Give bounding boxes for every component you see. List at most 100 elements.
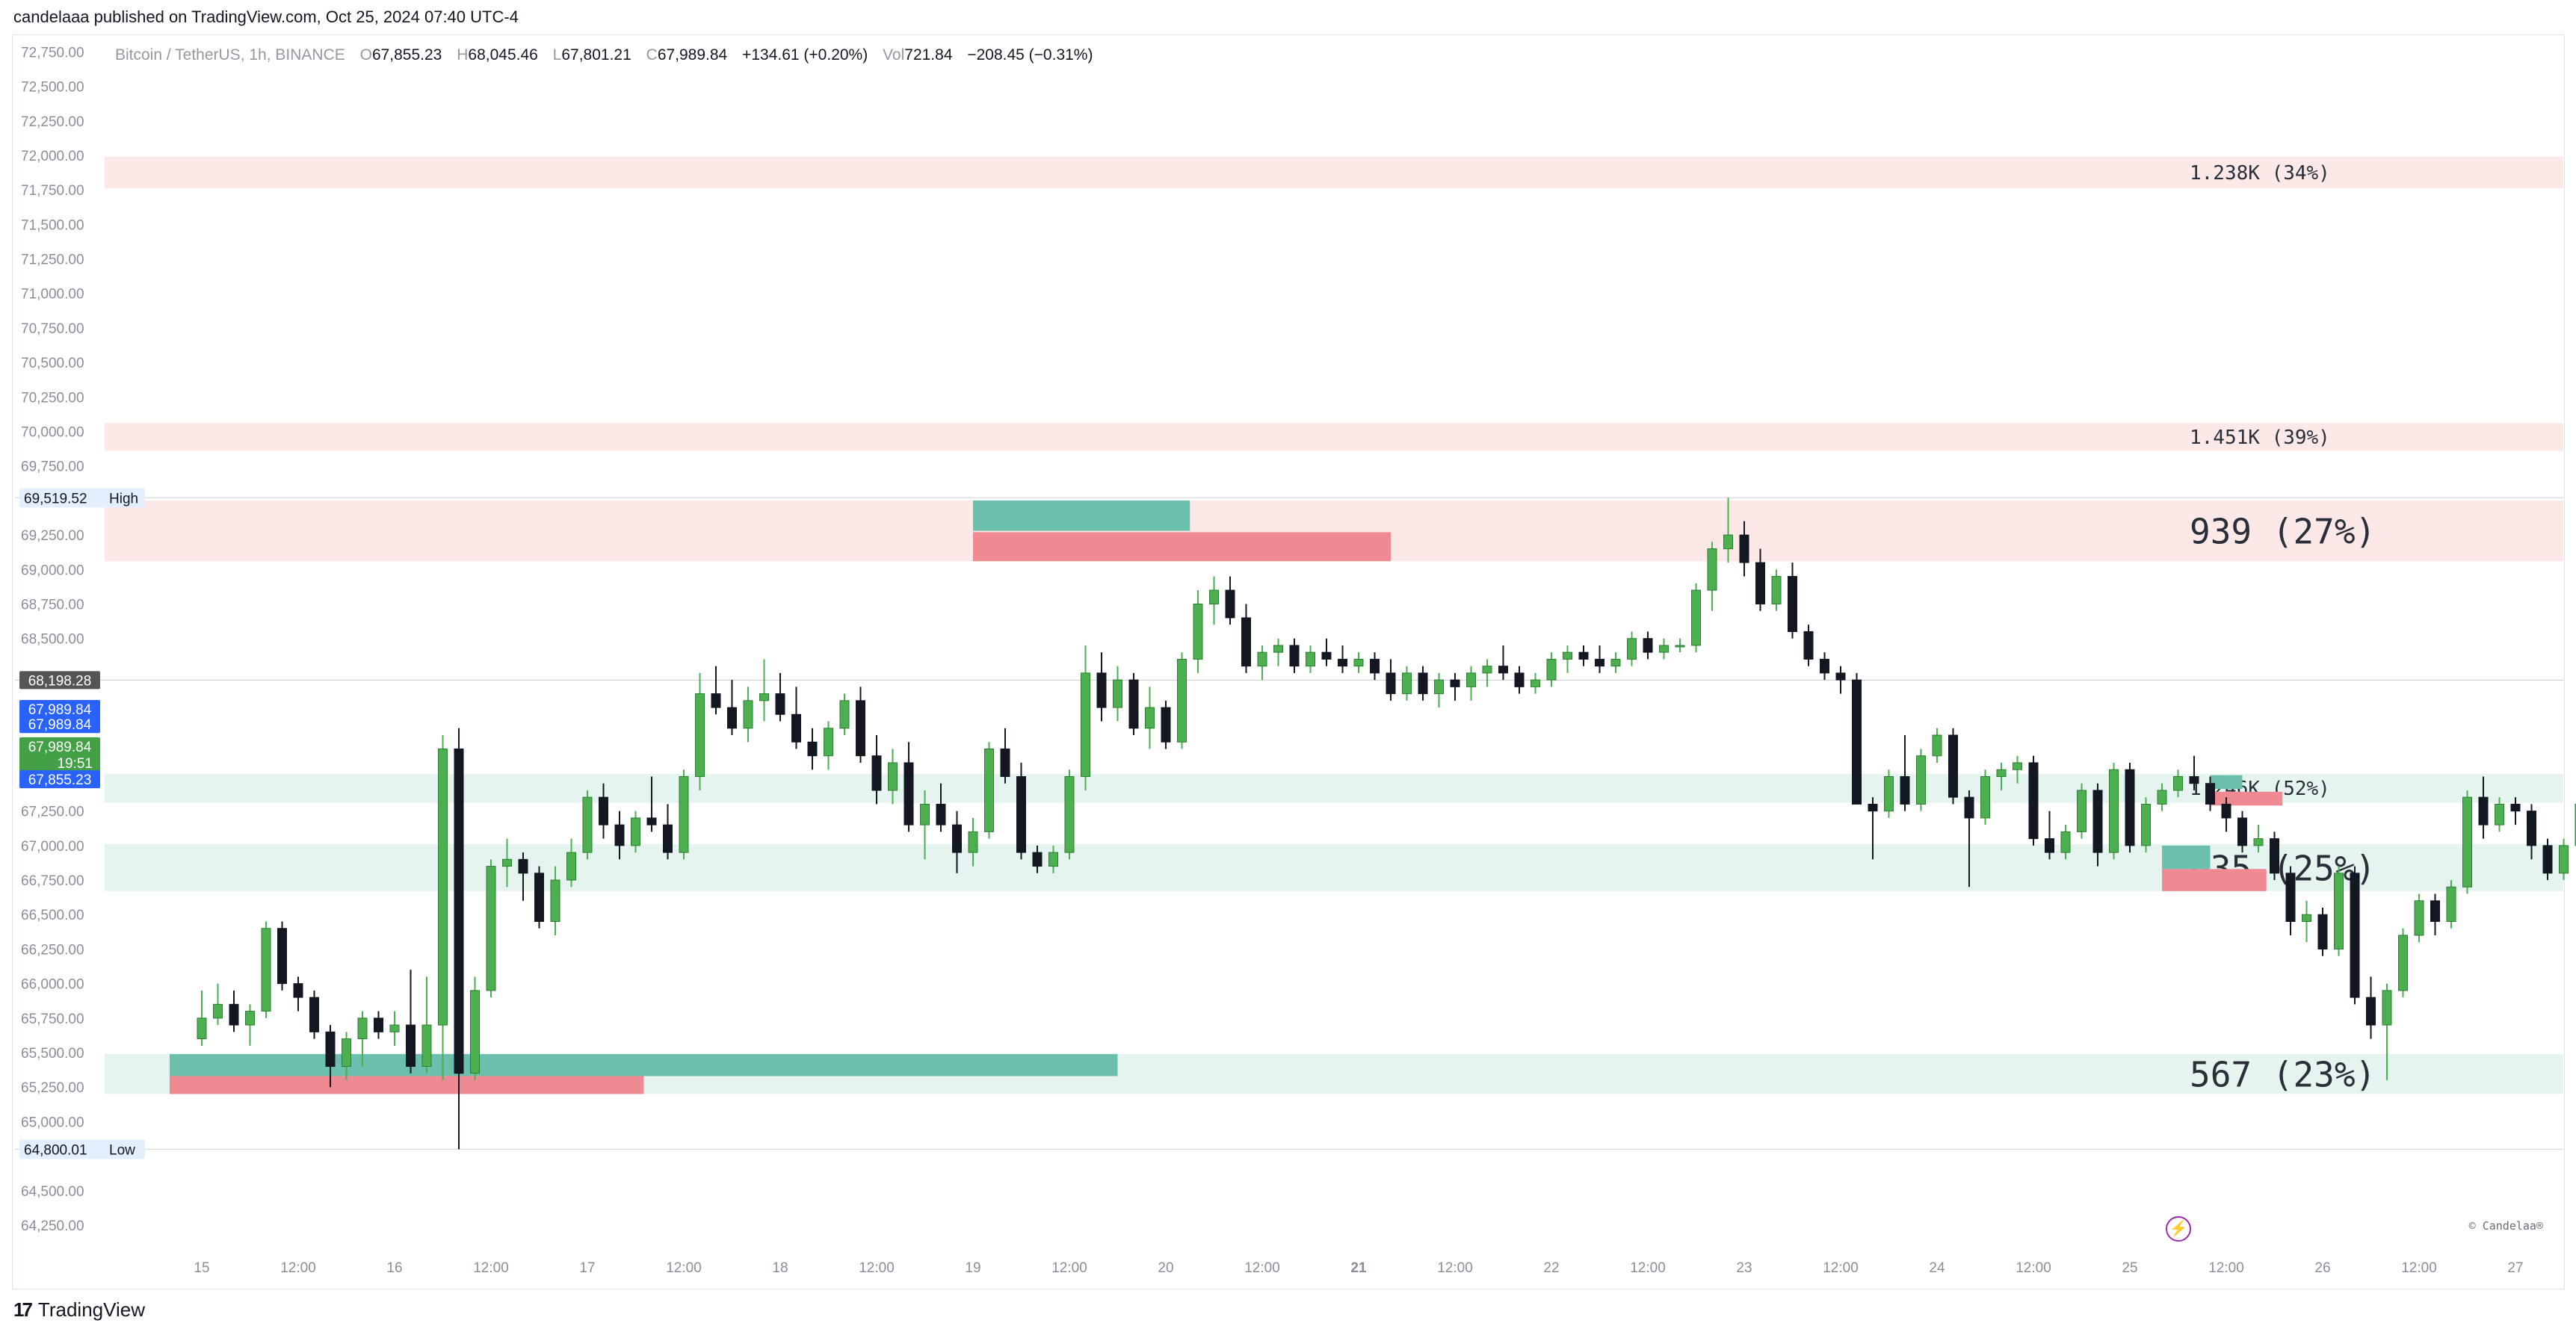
candle-down xyxy=(1948,734,1958,798)
volume-zone xyxy=(105,773,2563,803)
candle-down xyxy=(1289,645,1300,667)
time-axis-tick: 18 xyxy=(772,1260,788,1276)
price-axis-tick: 65,500.00 xyxy=(21,1046,84,1062)
candle-up xyxy=(839,700,850,729)
candle-up xyxy=(1482,666,1492,674)
candle-down xyxy=(1578,651,1589,660)
time-axis-tick: 24 xyxy=(1929,1260,1945,1276)
candle-down xyxy=(1000,749,1010,777)
price-axis-tick: 70,000.00 xyxy=(21,425,84,441)
volume-zone xyxy=(105,844,2563,891)
candle-down xyxy=(1820,658,1829,674)
candle-down xyxy=(1096,672,1107,708)
candle-down xyxy=(518,858,528,874)
candle-down xyxy=(791,713,801,743)
price-axis-tick: 70,750.00 xyxy=(21,321,84,337)
price-axis-tick: 67,000.00 xyxy=(21,839,84,855)
candle-down xyxy=(2478,796,2489,825)
candle-up xyxy=(1675,645,1685,648)
volume-zone xyxy=(105,423,2563,451)
time-axis-tick: 16 xyxy=(386,1260,402,1276)
candle-up xyxy=(2414,900,2424,936)
candle-down xyxy=(406,1024,416,1068)
tradingview-footer[interactable]: 17 TradingView xyxy=(13,1298,145,1322)
close-value: 67,989.84 xyxy=(657,46,728,63)
lightning-icon[interactable]: ⚡ xyxy=(2166,1216,2191,1242)
candle-up xyxy=(438,749,448,1026)
time-axis-tick: 12:00 xyxy=(859,1260,895,1276)
candle-up xyxy=(1434,679,1444,695)
high-key: H xyxy=(457,46,469,63)
candle-down xyxy=(325,1031,336,1068)
candle-down xyxy=(1016,775,1026,853)
price-axis-tick: 71,000.00 xyxy=(21,287,84,303)
candle-down xyxy=(727,707,737,729)
candle-up xyxy=(759,693,769,701)
candle-down xyxy=(293,983,303,998)
candle-down xyxy=(1803,631,1814,660)
candle-up xyxy=(470,990,480,1074)
volume-zones: 1.238K (34%)1.451K (39%)939 (27%)1.246K … xyxy=(105,156,2563,1095)
price-axis-tick: 65,000.00 xyxy=(21,1115,84,1130)
candle-down xyxy=(1739,534,1749,563)
candle-down xyxy=(374,1017,383,1032)
price-axis-tick: 64,250.00 xyxy=(21,1218,84,1234)
candle-up xyxy=(2157,790,2167,805)
candle-down xyxy=(1514,672,1525,687)
candle-down xyxy=(1964,796,1974,819)
candle-down xyxy=(1386,672,1396,695)
candle-up xyxy=(1466,672,1476,687)
ohlc-legend: Bitcoin / TetherUS, 1h, BINANCE O67,855.… xyxy=(115,46,1103,64)
candle-down xyxy=(807,741,818,757)
candle-down xyxy=(2237,817,2247,846)
time-axis-tick: 26 xyxy=(2314,1260,2330,1276)
time-axis-tick: 12:00 xyxy=(1244,1260,1280,1276)
candle-down xyxy=(2542,845,2553,874)
candle-up xyxy=(1884,775,1894,812)
volume-key: Vol xyxy=(883,46,905,63)
candle-down xyxy=(599,796,608,825)
candle-up xyxy=(888,762,898,791)
candle-up xyxy=(2462,796,2472,888)
publish-info: candelaaa published on TradingView.com, … xyxy=(13,7,519,26)
time-axis-tick: 12:00 xyxy=(2208,1260,2244,1276)
candle-down xyxy=(1852,679,1862,805)
volume-value: 721.84 xyxy=(904,46,953,63)
candle-up xyxy=(1209,589,1219,604)
candle-up xyxy=(2173,775,2183,791)
candle-up xyxy=(1563,651,1572,660)
candle-up xyxy=(2302,914,2311,922)
chart-frame[interactable] xyxy=(12,34,2565,1289)
candle-down xyxy=(2125,769,2135,846)
price-axis-tick: 71,250.00 xyxy=(21,253,84,268)
time-axis-tick: 12:00 xyxy=(1437,1260,1473,1276)
range-marker-text: High xyxy=(109,491,138,507)
range-marker-box xyxy=(19,1139,145,1159)
price-axis-tick: 71,750.00 xyxy=(21,183,84,199)
candle-down xyxy=(1498,666,1508,674)
price-axis-tick: 72,000.00 xyxy=(21,149,84,164)
price-tag-label: 67,989.84 xyxy=(28,717,92,733)
price-axis: 72,750.00 72,500.00 72,250.00 72,000.00 71,7… xyxy=(21,45,84,1234)
low-key: L xyxy=(552,46,562,63)
candle-up xyxy=(1531,679,1540,687)
time-axis-tick: 12:00 xyxy=(666,1260,702,1276)
candle-down xyxy=(2366,997,2376,1026)
price-tags: 69,519.52 High 64,800.01 Low 68,198.28 67,989… xyxy=(19,488,145,1159)
time-axis-tick: 27 xyxy=(2507,1260,2523,1276)
candle-up xyxy=(1691,589,1701,646)
volume-profile-bar xyxy=(170,1053,1118,1077)
candle-up xyxy=(1932,734,1942,757)
candle-down xyxy=(1225,589,1235,619)
high-value: 68,045.46 xyxy=(468,46,538,63)
price-axis-tick: 64,500.00 xyxy=(21,1184,84,1200)
volume-profile-bar xyxy=(973,532,1391,562)
candle-up xyxy=(1723,534,1733,550)
price-axis-tick: 66,250.00 xyxy=(21,942,84,958)
range-marker-text: Low xyxy=(109,1142,135,1158)
candle-down xyxy=(454,749,464,1074)
time-axis-tick: 12:00 xyxy=(1051,1260,1087,1276)
range-marker-value: 64,800.01 xyxy=(24,1142,87,1158)
candlesticks xyxy=(197,498,2576,1150)
